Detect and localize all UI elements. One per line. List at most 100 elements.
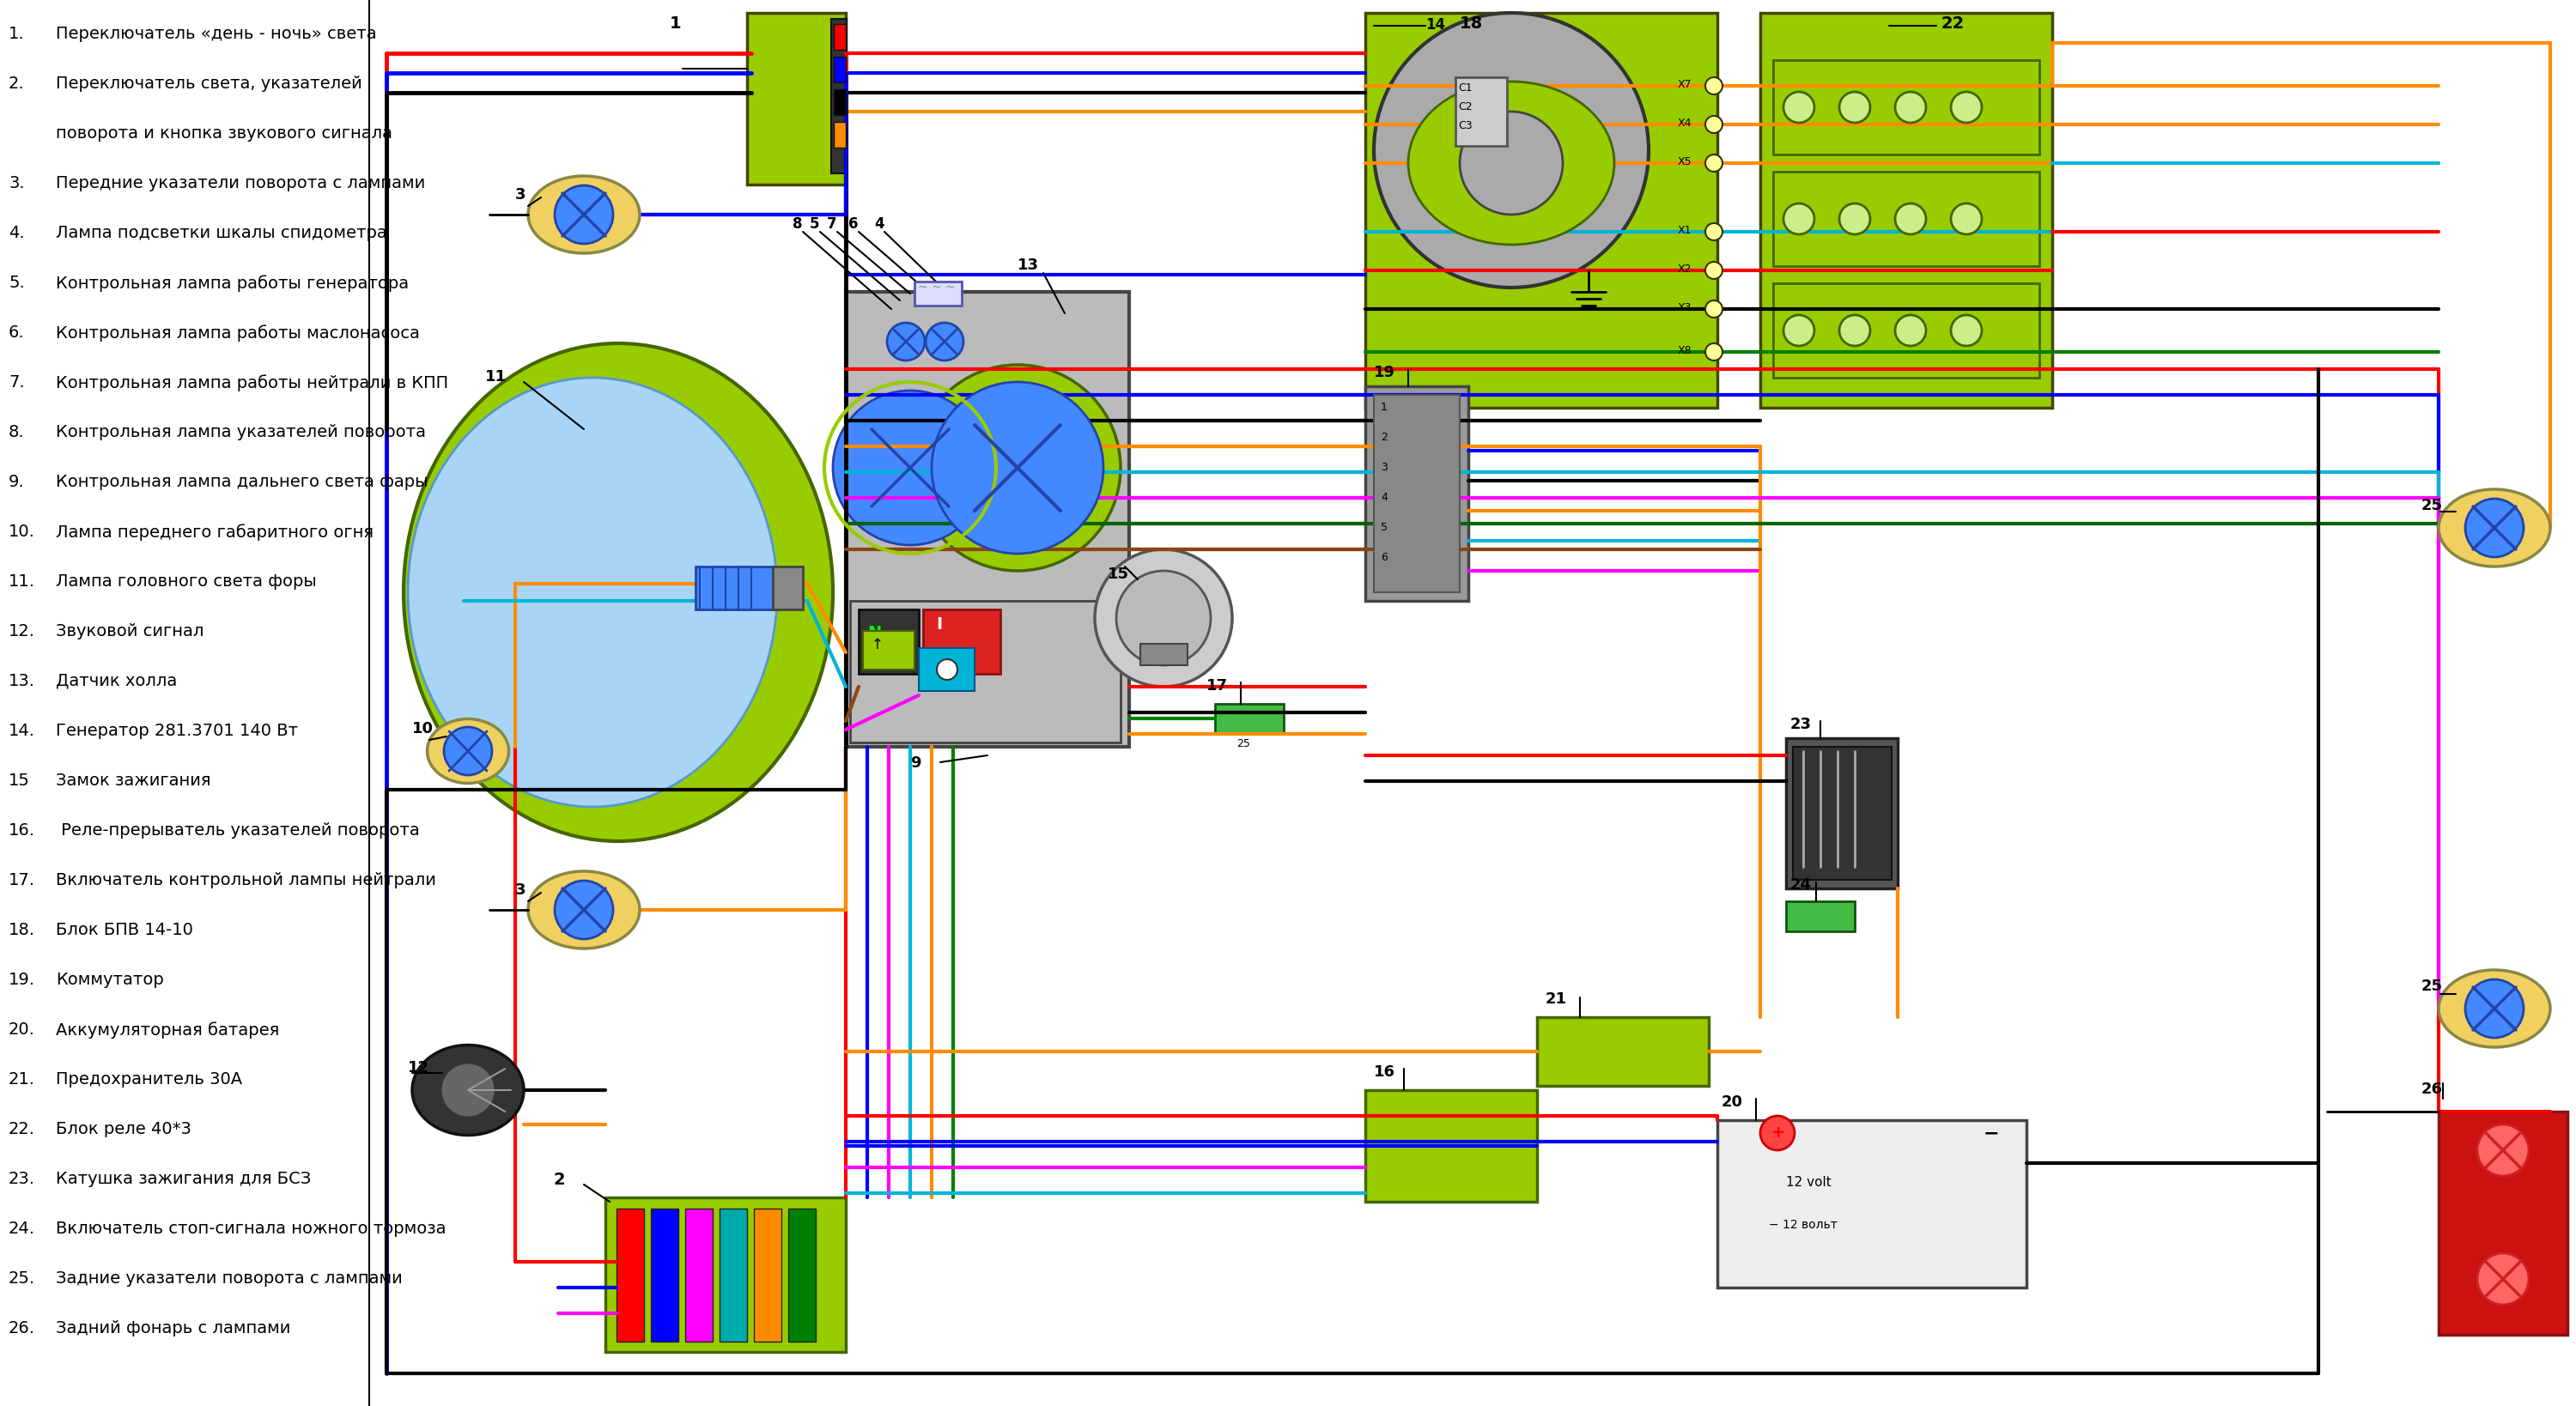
Text: ~: ~ xyxy=(945,281,956,294)
Circle shape xyxy=(2465,499,2524,557)
Ellipse shape xyxy=(428,718,507,783)
Ellipse shape xyxy=(914,364,1121,571)
Circle shape xyxy=(1896,91,1927,122)
Circle shape xyxy=(2478,1125,2530,1175)
Text: X3: X3 xyxy=(1677,302,1692,314)
Text: X2: X2 xyxy=(1677,263,1692,274)
Text: 3: 3 xyxy=(515,187,526,202)
Bar xyxy=(1785,901,1855,931)
Text: 14: 14 xyxy=(1425,17,1445,32)
Text: X5: X5 xyxy=(1677,156,1692,167)
Text: 6.: 6. xyxy=(8,325,26,340)
Text: X7: X7 xyxy=(1677,79,1692,90)
Ellipse shape xyxy=(832,391,987,546)
Bar xyxy=(696,567,773,609)
Text: Контрольная лампа дальнего света фары: Контрольная лампа дальнего света фары xyxy=(57,474,428,491)
Bar xyxy=(845,292,1128,747)
Text: 25: 25 xyxy=(1236,738,1249,749)
Text: C2: C2 xyxy=(1458,101,1473,112)
Text: X4: X4 xyxy=(1677,118,1692,129)
Bar xyxy=(1455,77,1507,146)
Text: 13: 13 xyxy=(1018,257,1038,273)
Bar xyxy=(685,1209,714,1341)
Circle shape xyxy=(938,659,958,681)
Text: Задние указатели поворота с лампами: Задние указатели поворота с лампами xyxy=(57,1271,402,1286)
Text: 14.: 14. xyxy=(8,723,36,740)
Text: 1: 1 xyxy=(670,15,683,32)
Text: 6: 6 xyxy=(1381,553,1388,562)
Text: 3: 3 xyxy=(515,883,526,898)
Circle shape xyxy=(1705,224,1723,240)
Bar xyxy=(835,122,845,148)
Text: 15: 15 xyxy=(8,772,31,789)
Text: 23: 23 xyxy=(1790,717,1811,733)
Text: 21.: 21. xyxy=(8,1071,36,1088)
Bar xyxy=(1785,738,1899,889)
Text: Реле-прерыватель указателей поворота: Реле-прерыватель указателей поворота xyxy=(57,823,420,838)
Circle shape xyxy=(1783,315,1814,346)
Text: I: I xyxy=(935,616,943,633)
Text: Контрольная лампа работы генератора: Контрольная лампа работы генератора xyxy=(57,274,410,291)
Bar xyxy=(858,609,920,673)
Text: C3: C3 xyxy=(1458,120,1473,131)
Text: 13.: 13. xyxy=(8,673,36,689)
Text: 1.: 1. xyxy=(8,25,26,42)
Ellipse shape xyxy=(412,1045,523,1135)
Circle shape xyxy=(1896,204,1927,235)
Text: Включатель контрольной лампы нейтрали: Включатель контрольной лампы нейтрали xyxy=(57,872,435,889)
Text: 24: 24 xyxy=(1790,877,1811,893)
Bar xyxy=(1772,60,2040,155)
Text: Блок БПВ 14-10: Блок БПВ 14-10 xyxy=(57,922,193,938)
Bar xyxy=(850,600,1121,742)
Text: 7: 7 xyxy=(827,217,837,232)
Text: −: − xyxy=(1984,1125,1999,1142)
Text: N: N xyxy=(868,624,881,641)
Circle shape xyxy=(925,323,963,360)
Bar xyxy=(1216,704,1283,734)
Text: 8.: 8. xyxy=(8,425,26,440)
Text: 19.: 19. xyxy=(8,972,36,988)
Text: 7.: 7. xyxy=(8,374,26,391)
Text: C1: C1 xyxy=(1458,83,1473,94)
Text: Лампа переднего габаритного огня: Лампа переднего габаритного огня xyxy=(57,523,374,540)
Bar xyxy=(1373,395,1461,592)
Text: 20.: 20. xyxy=(8,1021,36,1038)
Text: ~: ~ xyxy=(917,281,927,294)
Circle shape xyxy=(1705,115,1723,134)
Circle shape xyxy=(1461,111,1564,215)
Bar xyxy=(719,1209,747,1341)
Bar xyxy=(835,24,845,49)
Circle shape xyxy=(440,1063,495,1118)
Text: Датчик холла: Датчик холла xyxy=(57,673,178,689)
Bar xyxy=(1793,747,1891,880)
Text: 17.: 17. xyxy=(8,872,36,889)
Bar xyxy=(1141,644,1188,665)
Bar xyxy=(1772,283,2040,378)
Text: 15: 15 xyxy=(1108,567,1128,582)
Bar xyxy=(1538,1017,1708,1085)
Bar xyxy=(652,1209,677,1341)
Text: Коммутатор: Коммутатор xyxy=(57,972,165,988)
Bar xyxy=(2439,1112,2568,1334)
Text: Замок зажигания: Замок зажигания xyxy=(57,772,211,789)
Circle shape xyxy=(886,323,925,360)
Text: 21: 21 xyxy=(1546,991,1566,1007)
Text: 18: 18 xyxy=(1461,15,1484,32)
Bar xyxy=(1365,1090,1538,1202)
Text: 10.: 10. xyxy=(8,523,36,540)
Circle shape xyxy=(2465,980,2524,1038)
Circle shape xyxy=(1783,204,1814,235)
Circle shape xyxy=(554,186,613,243)
Text: Контрольная лампа указателей поворота: Контрольная лампа указателей поворота xyxy=(57,425,425,440)
Text: 9: 9 xyxy=(909,755,922,770)
Text: 25: 25 xyxy=(2421,979,2442,994)
Text: 3.: 3. xyxy=(8,176,26,191)
Bar xyxy=(773,567,804,609)
Text: Переключатель света, указателей: Переключатель света, указателей xyxy=(57,76,363,91)
Bar xyxy=(755,1209,781,1341)
Ellipse shape xyxy=(2439,489,2550,567)
Bar xyxy=(863,631,914,669)
Text: 23.: 23. xyxy=(8,1171,36,1187)
Text: 11.: 11. xyxy=(8,574,36,589)
Text: 18.: 18. xyxy=(8,922,36,938)
